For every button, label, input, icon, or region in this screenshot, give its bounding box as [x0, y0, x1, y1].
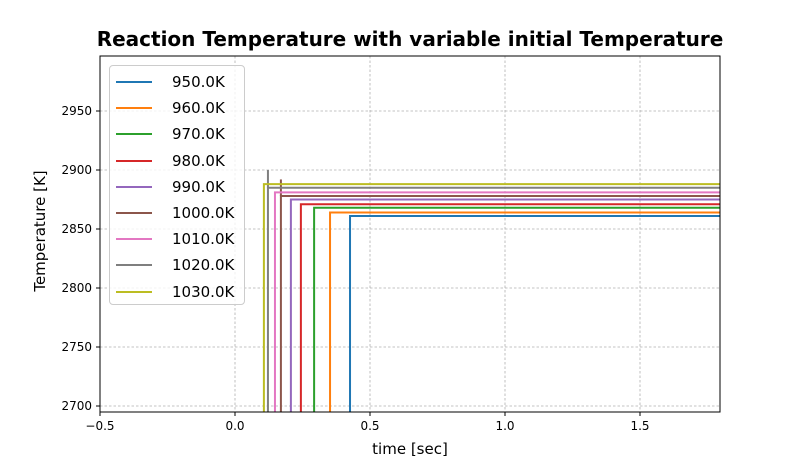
chart-title: Reaction Temperature with variable initi…	[96, 27, 724, 51]
y-axis-label: Temperature [K]	[31, 170, 49, 292]
y-tick-label: 2800	[61, 281, 92, 295]
legend-item: 950.0K	[116, 69, 225, 95]
legend-swatch	[116, 133, 152, 136]
x-tick-label: 0.0	[225, 419, 244, 433]
x-axis-label: time [sec]	[372, 440, 448, 458]
series-line	[262, 183, 720, 412]
legend-item: 1010.0K	[116, 226, 234, 252]
legend-label: 960.0K	[172, 99, 225, 118]
legend-item: 980.0K	[116, 148, 225, 174]
legend-label: 1030.0K	[172, 282, 235, 301]
legend-swatch	[116, 290, 152, 293]
legend-label: 990.0K	[172, 177, 225, 196]
axes-frame	[99, 55, 721, 413]
x-tick-label: 1.5	[630, 419, 649, 433]
legend: 950.0K 960.0K 970.0K 980.0K 990.0K 1000.0K 101…	[109, 65, 245, 305]
legend-swatch	[116, 107, 152, 110]
legend-swatch	[116, 159, 152, 162]
legend-label: 1010.0K	[172, 230, 235, 249]
x-tick-label: 0.5	[360, 419, 379, 433]
series-line	[349, 215, 720, 412]
legend-item: 990.0K	[116, 174, 225, 200]
series-line	[273, 191, 720, 412]
legend-swatch	[116, 185, 152, 188]
y-tick-label: 2700	[61, 399, 92, 413]
series-line	[313, 206, 720, 412]
legend-label: 980.0K	[172, 151, 225, 170]
series-line	[289, 198, 720, 412]
series-line	[329, 211, 720, 412]
x-tick-label: 1.0	[495, 419, 514, 433]
legend-swatch	[116, 212, 152, 214]
legend-label: 970.0K	[172, 125, 225, 144]
legend-label: 1020.0K	[172, 256, 235, 275]
series-line	[266, 186, 720, 412]
series-line	[299, 203, 720, 412]
y-tick-label: 2900	[61, 163, 92, 177]
y-tick-label: 2850	[61, 222, 92, 236]
legend-item: 1000.0K	[116, 200, 234, 226]
y-tick-label: 2750	[61, 340, 92, 354]
legend-item: 1020.0K	[116, 252, 234, 278]
legend-swatch	[116, 238, 152, 241]
legend-label: 950.0K	[172, 73, 225, 91]
legend-swatch	[116, 81, 152, 83]
legend-label: 1000.0K	[172, 204, 235, 222]
legend-swatch	[116, 264, 152, 267]
legend-item: 1030.0K	[116, 279, 234, 305]
legend-item: 970.0K	[116, 121, 225, 147]
x-tick-label: −0.5	[85, 419, 114, 433]
legend-item: 960.0K	[116, 95, 225, 121]
y-tick-label: 2950	[61, 104, 92, 118]
